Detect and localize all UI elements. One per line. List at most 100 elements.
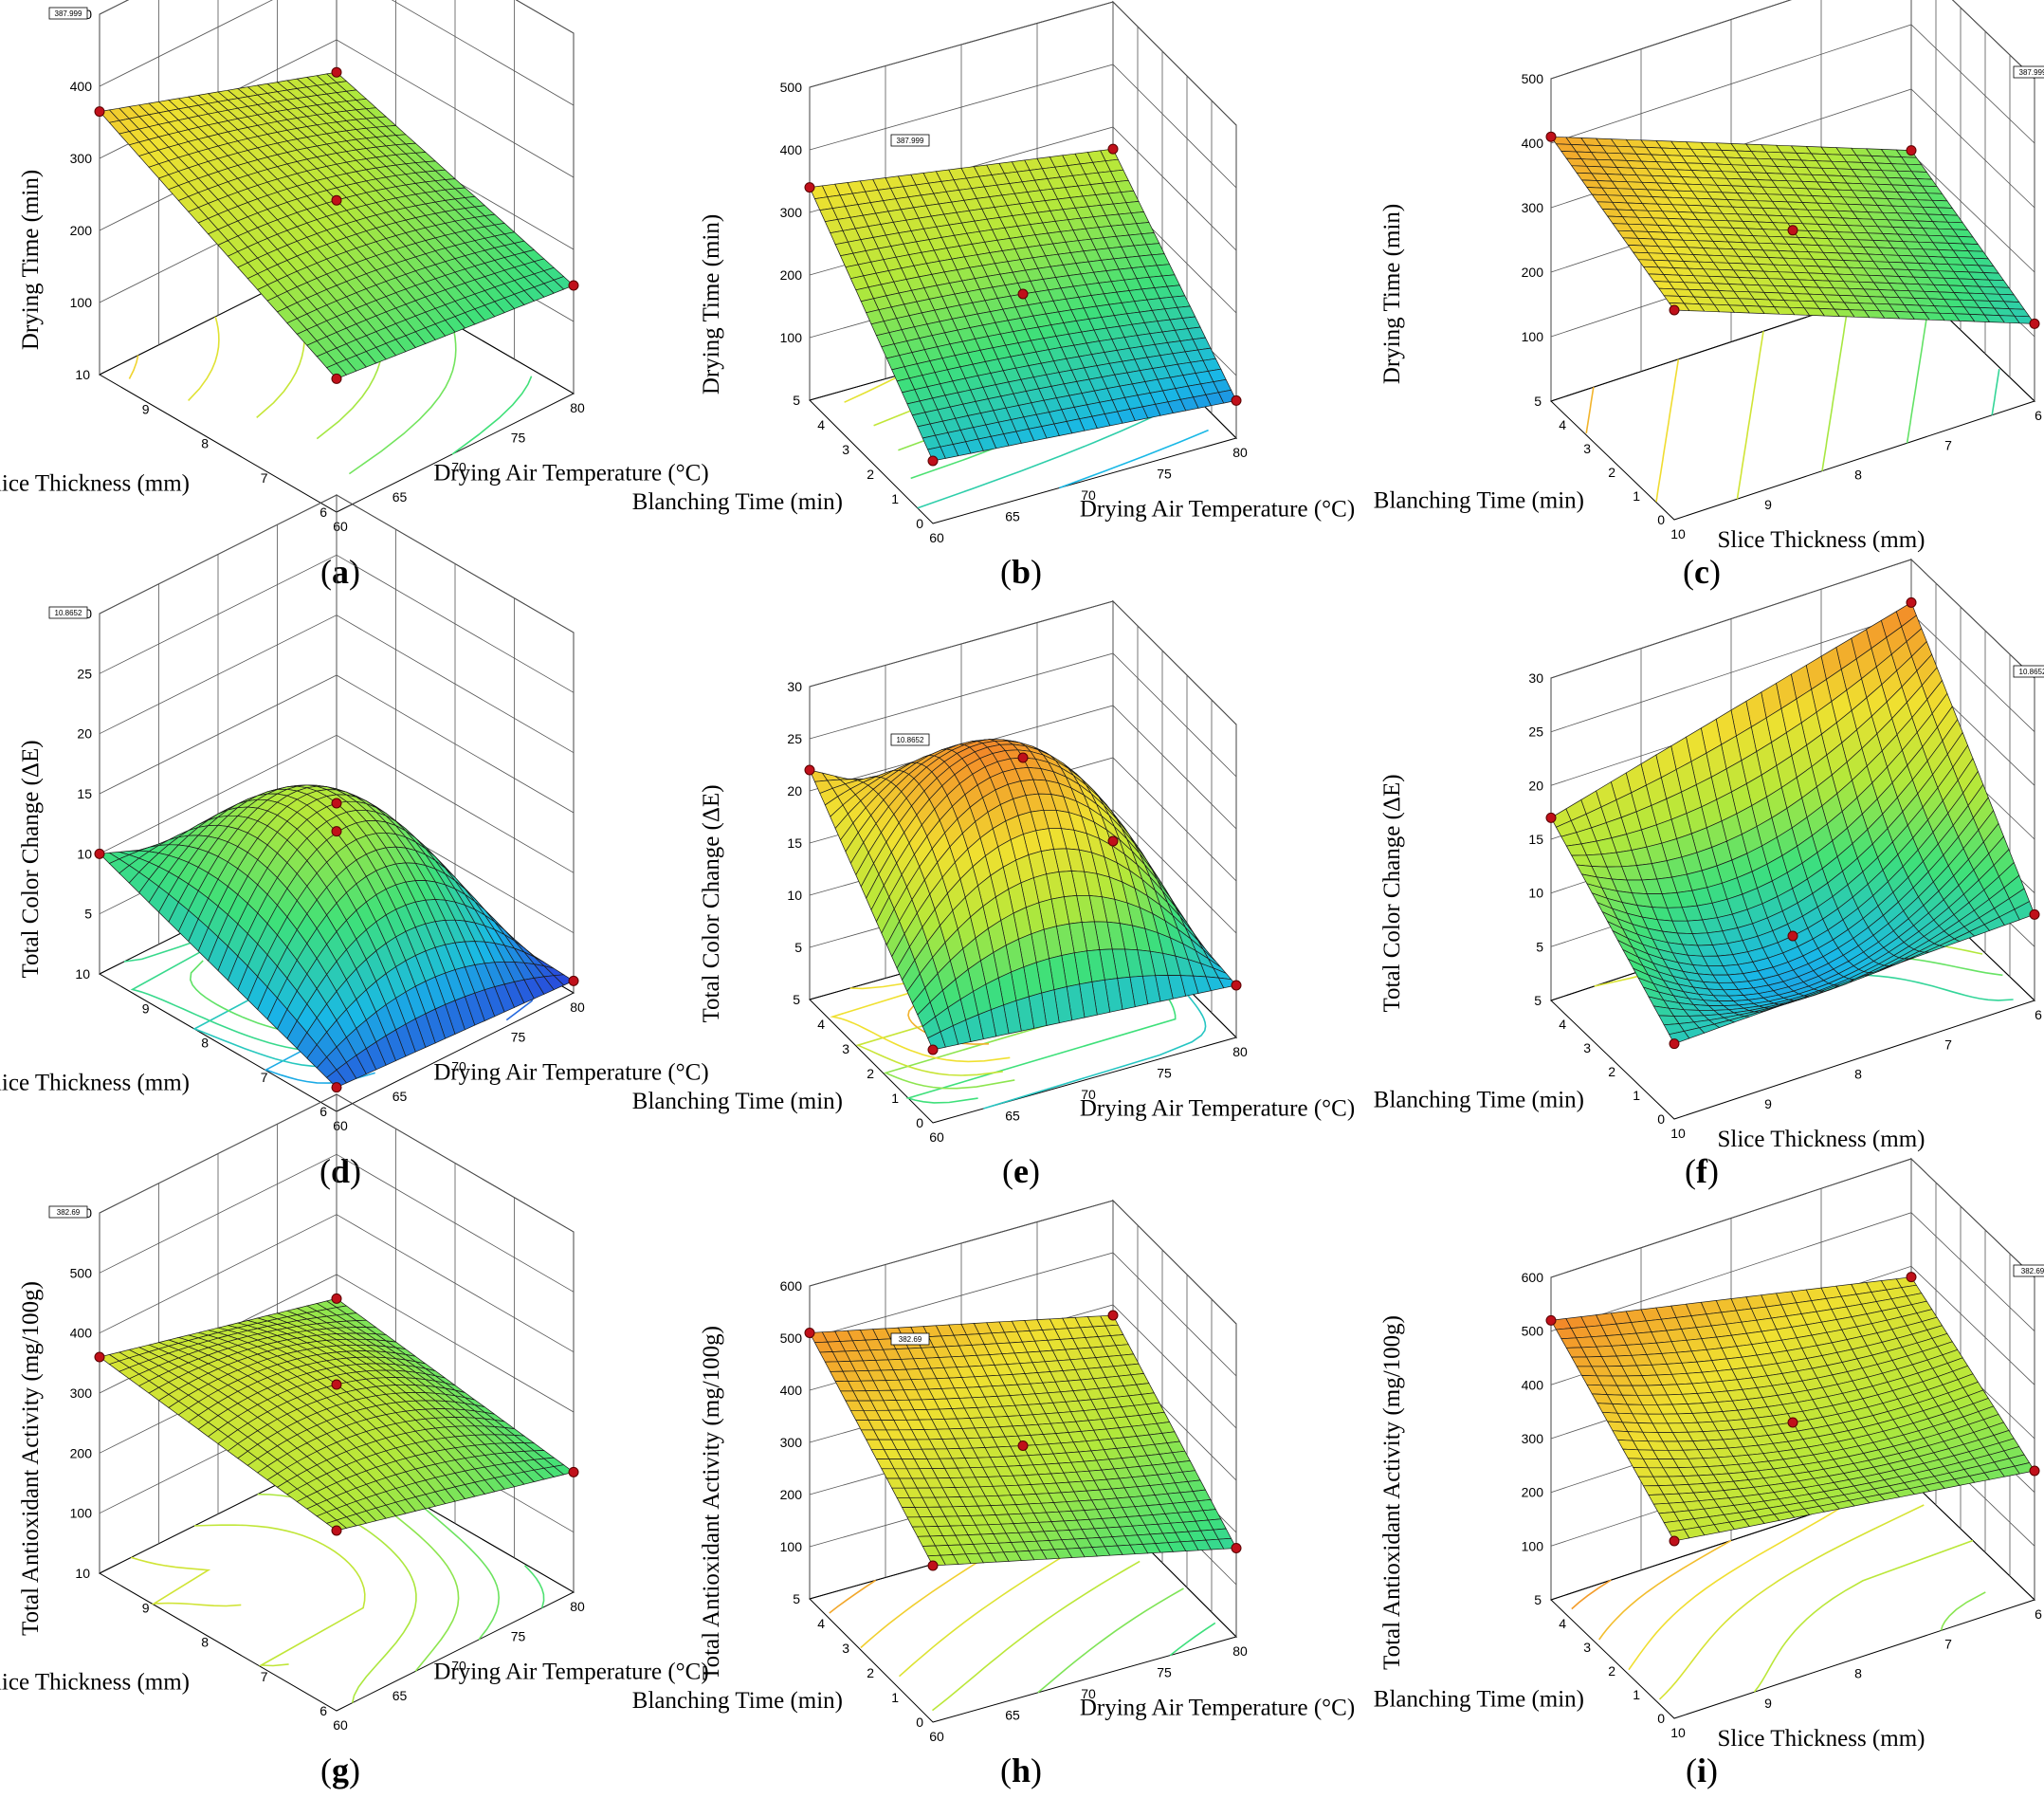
z-axis-label: Drying Time (min): [1379, 204, 1405, 384]
z-gridline: [1550, 0, 2035, 80]
flag-box: [890, 733, 930, 746]
design-point: [94, 1351, 105, 1363]
flag-text: 387.999: [2019, 68, 2044, 77]
x-tick-label: 80: [1232, 445, 1248, 460]
flag-text: 387.999: [897, 137, 924, 145]
y-tick-label: 8: [201, 1635, 209, 1650]
flag-text: 10.8652: [2019, 668, 2044, 676]
response-surface: [1550, 136, 2035, 324]
contour-line: [523, 1565, 545, 1608]
x-tick-label: 65: [392, 1688, 408, 1703]
x-tick-label: 75: [1157, 1066, 1172, 1081]
contour-line: [348, 325, 457, 475]
axis-labels: Drying Time (min)Drying Air Temperature …: [632, 214, 1355, 523]
design-point: [568, 975, 579, 986]
z-tick-label: 15: [1528, 832, 1543, 847]
z-tick-label: 5: [1536, 939, 1543, 954]
x-tick-label: 80: [570, 400, 585, 415]
x-tick-label: 65: [392, 1089, 408, 1104]
x-tick-label: 65: [1005, 509, 1020, 524]
y-tick-label: 2: [1608, 465, 1615, 480]
contour-line: [123, 921, 368, 1053]
design-point: [1906, 596, 1917, 608]
y-tick-label: 7: [261, 470, 268, 486]
y-tick-label: 1: [891, 1091, 899, 1106]
z-gridline: [99, 0, 575, 106]
contour-line: [1991, 368, 2000, 415]
caption-letter: e: [1013, 1152, 1029, 1190]
design-point: [1787, 225, 1798, 236]
x-tick-label: 80: [1232, 1044, 1248, 1059]
design-point: [1017, 752, 1029, 763]
panel-caption: (e): [1002, 1152, 1040, 1190]
design-point: [1669, 1038, 1680, 1050]
z-tick-label: 300: [70, 151, 93, 166]
contour-line: [131, 1556, 242, 1607]
surface-cell: [326, 1069, 347, 1089]
design-point: [1545, 131, 1557, 142]
x-tick-label: 10: [1670, 1126, 1686, 1141]
z-tick-label: 30: [787, 679, 802, 694]
y-axis-label: Slice Thickness (mm): [0, 1670, 190, 1696]
caption-letter: a: [332, 553, 349, 591]
y-tick-label: 9: [142, 1000, 150, 1016]
contour-line: [844, 373, 904, 403]
design-point: [1107, 143, 1119, 155]
design-point: [331, 1293, 342, 1304]
design-point: [331, 373, 342, 384]
x-tick-label: 60: [333, 519, 348, 534]
contour-line: [188, 316, 220, 401]
y-tick-label: 0: [1657, 1111, 1665, 1127]
panel-e: 5 10 15 20 25 30 60 65 70 75 80 0 1 2 3 4 5 Total Color C…: [632, 599, 1361, 1197]
z-tick-label: 300: [70, 1385, 93, 1401]
flag-box: [2013, 65, 2044, 79]
x-tick-label: 70: [451, 1659, 466, 1674]
axis-labels: Total Color Change (ΔE)Slice Thickness (…: [1374, 774, 1925, 1151]
y-tick-label: 9: [142, 1600, 150, 1615]
panel-caption: (c): [1683, 553, 1721, 591]
axis-box: [98, 494, 575, 1112]
z-tick-label: 500: [1522, 71, 1544, 86]
x-tick-label: 8: [1854, 1067, 1862, 1082]
response-surface: [1550, 601, 2035, 1045]
y-tick-label: 2: [867, 1066, 874, 1081]
floor-contours: [1585, 300, 2000, 503]
flag-label: 10.8652: [2013, 665, 2044, 678]
z-tick-label: 10: [1528, 886, 1543, 901]
panel-b: 100 200 300 400 500 60 65 70 75 80 0 1 2 3 4 5 Drying Ti…: [632, 0, 1361, 597]
z-tick-label: 200: [780, 267, 803, 283]
x-axis-label: Drying Air Temperature (°C): [433, 1659, 708, 1684]
x-tick-label: 60: [929, 1129, 944, 1145]
flag-box: [48, 1205, 88, 1219]
x-tick-label: 80: [570, 1599, 585, 1614]
design-point: [331, 66, 342, 78]
design-points: [804, 143, 1242, 467]
contour-line: [128, 355, 139, 379]
y-tick-label: 5: [1534, 993, 1542, 1008]
x-axis-label: Drying Air Temperature (°C): [1080, 1096, 1355, 1122]
y-tick-label: 6: [319, 1104, 327, 1119]
z-tick-label: 15: [787, 835, 802, 851]
y-tick-label: 4: [817, 417, 825, 432]
y-tick-label: 1: [891, 491, 899, 506]
y-tick-label: 6: [319, 1703, 327, 1718]
z-tick-label: 400: [70, 1326, 93, 1341]
panel-c: 100 200 300 400 500 6 7 8 9 10 0 1 2 3 4 5 Drying Time (…: [1361, 0, 2044, 597]
y-tick-label: 3: [842, 1041, 849, 1056]
design-points: [1545, 596, 2040, 1050]
flag-box: [2013, 665, 2044, 678]
z-tick-label: 200: [70, 223, 93, 238]
design-point: [927, 455, 939, 467]
contour-line: [932, 1560, 1141, 1712]
panel-d: 510152025306065707580678910Total Color C…: [0, 494, 709, 1197]
design-points: [94, 798, 579, 1093]
y-axis-label: Blanching Time (min): [632, 489, 843, 515]
design-point: [1231, 394, 1242, 406]
y-axis-label: Slice Thickness (mm): [0, 1071, 190, 1096]
x-tick-label: 6: [2035, 1007, 2042, 1022]
panel-caption: (g): [320, 1752, 360, 1789]
y-tick-label: 1: [1633, 488, 1640, 504]
x-tick-label: 70: [1081, 1087, 1096, 1102]
